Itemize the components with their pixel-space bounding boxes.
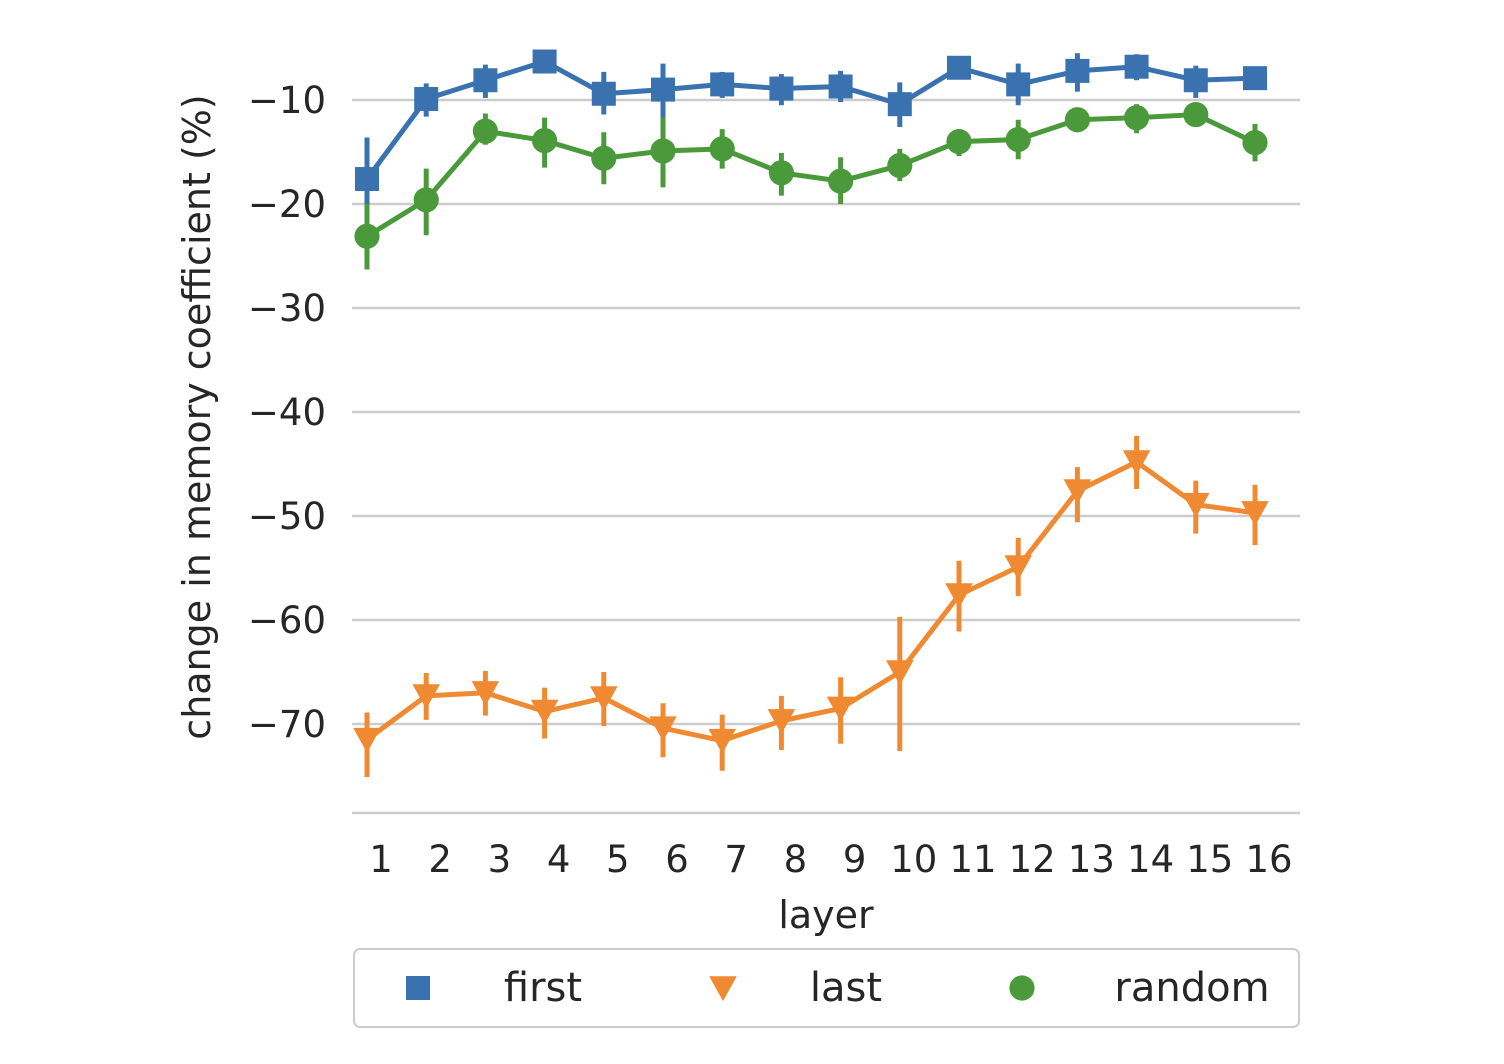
circle-marker <box>768 160 795 186</box>
circle-marker <box>1064 107 1090 133</box>
y-tick-label: −10 <box>248 79 326 122</box>
series-line-random <box>365 112 1257 239</box>
triangle-marker <box>709 976 737 1002</box>
triangle-marker <box>649 716 677 742</box>
series-line-last <box>365 459 1256 744</box>
square-marker <box>532 49 557 74</box>
square-marker <box>947 55 971 80</box>
x-tick-label: 13 <box>1068 838 1115 881</box>
series-first <box>355 49 1267 234</box>
square-marker <box>651 77 675 102</box>
x-axis-title: layer <box>778 893 874 937</box>
circle-marker <box>709 136 735 162</box>
square-marker <box>591 81 616 106</box>
circle-marker <box>532 127 558 154</box>
square-marker <box>1006 72 1031 97</box>
series-last <box>353 435 1269 778</box>
x-tick-label: 1 <box>369 838 393 881</box>
square-marker <box>1243 66 1267 91</box>
plot-area <box>353 49 1269 778</box>
square-marker <box>828 74 853 99</box>
square-marker <box>1065 58 1090 83</box>
legend-item-last: last <box>709 965 882 1011</box>
square-marker <box>355 167 379 192</box>
y-tick-label: −20 <box>248 183 326 226</box>
legend-item-random: random <box>1009 965 1270 1011</box>
y-gridlines <box>352 98 1300 726</box>
triangle-marker <box>826 696 855 722</box>
square-marker <box>710 72 735 97</box>
triangle-marker <box>412 684 440 710</box>
x-tick-label: 5 <box>606 838 630 881</box>
circle-marker <box>1124 105 1150 131</box>
y-tick-label: −30 <box>248 287 326 330</box>
circle-marker <box>650 138 676 164</box>
x-tick-label: 11 <box>949 838 996 881</box>
x-tick-label: 7 <box>724 838 748 881</box>
square-marker <box>1183 68 1208 93</box>
circle-marker <box>472 118 498 144</box>
circle-marker <box>413 187 439 213</box>
square-marker <box>1124 54 1149 79</box>
triangle-marker <box>1241 501 1269 526</box>
triangle-marker <box>1122 450 1151 476</box>
legend-label: first <box>504 965 582 1011</box>
circle-marker <box>1005 126 1031 153</box>
y-tick-label: −40 <box>248 391 326 434</box>
triangle-marker <box>1004 555 1032 581</box>
series-random <box>354 101 1268 270</box>
square-marker <box>887 92 912 117</box>
legend-item-first: first <box>406 965 582 1011</box>
circle-marker <box>946 129 972 155</box>
square-marker <box>769 76 794 101</box>
triangle-marker <box>708 728 736 754</box>
triangle-marker <box>945 583 973 609</box>
legend-label: random <box>1114 965 1269 1011</box>
square-marker <box>414 86 439 111</box>
x-tick-label: 6 <box>665 838 689 881</box>
legend-frame <box>353 948 1300 1028</box>
x-tick-label: 16 <box>1245 838 1292 881</box>
circle-marker <box>354 223 380 249</box>
x-tick-label: 8 <box>784 838 808 881</box>
y-tick-label: −50 <box>248 495 326 538</box>
y-tick-label: −60 <box>248 599 326 642</box>
x-tick-labels: 1 2 3 4 5 6 7 8 9 10 11 12 13 14 15 16 <box>369 838 1292 881</box>
triangle-marker <box>530 699 559 725</box>
circle-marker <box>1183 101 1209 128</box>
circle-marker <box>591 145 617 171</box>
legend: first last random <box>353 948 1300 1028</box>
series-line-first <box>364 59 1256 181</box>
triangle-marker <box>471 681 500 706</box>
triangle-marker <box>1182 492 1210 518</box>
y-tick-labels: −10 −20 −30 −40 −50 −60 −70 <box>248 79 326 746</box>
circle-marker <box>828 168 854 194</box>
circle-marker <box>887 152 913 179</box>
y-tick-label: −70 <box>248 703 326 746</box>
x-tick-label: 4 <box>547 838 571 881</box>
x-tick-label: 2 <box>428 838 452 881</box>
legend-label: last <box>810 965 882 1011</box>
x-tick-label: 9 <box>843 838 867 881</box>
x-tick-label: 3 <box>488 838 512 881</box>
square-marker <box>406 976 430 1000</box>
triangle-marker <box>1063 479 1092 505</box>
circle-marker <box>1009 975 1035 1001</box>
triangle-marker <box>886 660 914 686</box>
y-axis-title: change in memory coefficient (%) <box>175 94 219 739</box>
x-tick-label: 12 <box>1009 838 1056 881</box>
square-marker <box>473 68 498 93</box>
triangle-marker <box>353 727 381 753</box>
x-tick-label: 10 <box>890 838 937 881</box>
x-tick-label: 15 <box>1186 838 1233 881</box>
triangle-marker <box>590 686 618 712</box>
circle-marker <box>1242 130 1268 156</box>
x-tick-label: 14 <box>1127 838 1174 881</box>
triangle-marker <box>767 709 796 734</box>
